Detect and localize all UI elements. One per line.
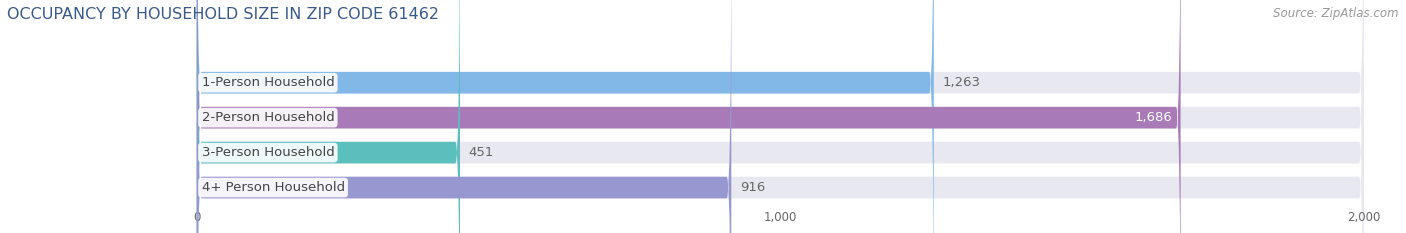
Text: OCCUPANCY BY HOUSEHOLD SIZE IN ZIP CODE 61462: OCCUPANCY BY HOUSEHOLD SIZE IN ZIP CODE … [7, 7, 439, 22]
Text: 4+ Person Household: 4+ Person Household [201, 181, 344, 194]
Text: 2-Person Household: 2-Person Household [201, 111, 335, 124]
FancyBboxPatch shape [197, 0, 934, 233]
Text: 1-Person Household: 1-Person Household [201, 76, 335, 89]
FancyBboxPatch shape [197, 0, 1364, 233]
FancyBboxPatch shape [197, 0, 1364, 233]
Text: 1,263: 1,263 [942, 76, 980, 89]
FancyBboxPatch shape [197, 0, 460, 233]
FancyBboxPatch shape [197, 0, 731, 233]
Text: Source: ZipAtlas.com: Source: ZipAtlas.com [1274, 7, 1399, 20]
Text: 916: 916 [740, 181, 765, 194]
Text: 1,686: 1,686 [1135, 111, 1171, 124]
Text: 3-Person Household: 3-Person Household [201, 146, 335, 159]
FancyBboxPatch shape [197, 0, 1181, 233]
FancyBboxPatch shape [197, 0, 1364, 233]
FancyBboxPatch shape [197, 0, 1364, 233]
Text: 451: 451 [468, 146, 494, 159]
